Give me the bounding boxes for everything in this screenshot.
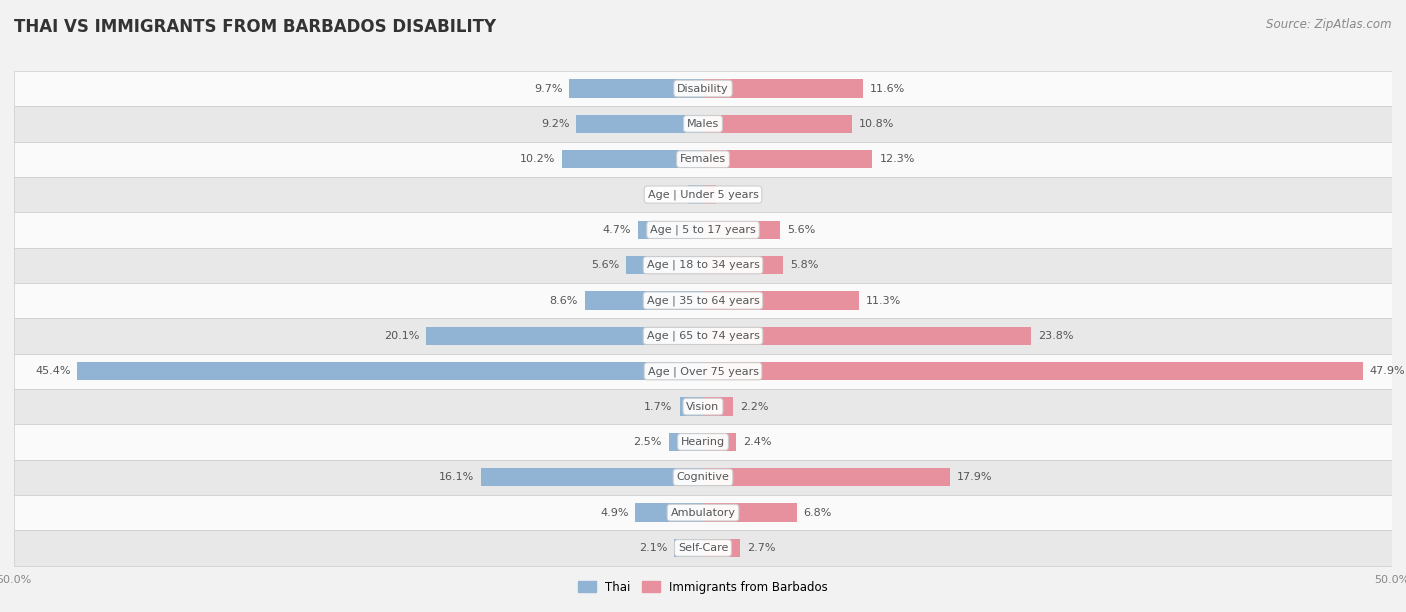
Text: 2.5%: 2.5% [633,437,662,447]
FancyBboxPatch shape [14,424,1392,460]
Bar [569,80,703,98]
Text: 5.6%: 5.6% [787,225,815,235]
Text: Source: ZipAtlas.com: Source: ZipAtlas.com [1267,18,1392,31]
Bar [703,539,740,557]
Text: Males: Males [688,119,718,129]
Bar [688,185,703,204]
FancyBboxPatch shape [14,354,1392,389]
Text: 9.2%: 9.2% [541,119,569,129]
Text: Age | 5 to 17 years: Age | 5 to 17 years [650,225,756,235]
Text: Age | Under 5 years: Age | Under 5 years [648,189,758,200]
Bar [703,221,780,239]
Text: 4.9%: 4.9% [600,507,628,518]
Text: Age | Over 75 years: Age | Over 75 years [648,366,758,376]
Text: 2.7%: 2.7% [747,543,776,553]
Text: Age | 65 to 74 years: Age | 65 to 74 years [647,330,759,341]
Text: 16.1%: 16.1% [439,472,474,482]
Text: 1.1%: 1.1% [652,190,681,200]
Bar [703,468,949,487]
Text: Age | 18 to 34 years: Age | 18 to 34 years [647,260,759,271]
FancyBboxPatch shape [14,530,1392,565]
Bar [626,256,703,274]
Bar [703,362,1362,381]
Bar [703,504,797,522]
Bar [481,468,703,487]
Text: 17.9%: 17.9% [956,472,993,482]
Text: 2.2%: 2.2% [740,401,769,412]
Text: 20.1%: 20.1% [384,331,419,341]
Bar [426,327,703,345]
Bar [703,185,717,204]
Text: 9.7%: 9.7% [534,83,562,94]
Bar [669,433,703,451]
Text: Cognitive: Cognitive [676,472,730,482]
Bar [703,114,852,133]
Text: 2.1%: 2.1% [638,543,668,553]
Text: Ambulatory: Ambulatory [671,507,735,518]
Text: Hearing: Hearing [681,437,725,447]
Bar [636,504,703,522]
Text: 1.7%: 1.7% [644,401,672,412]
Text: THAI VS IMMIGRANTS FROM BARBADOS DISABILITY: THAI VS IMMIGRANTS FROM BARBADOS DISABIL… [14,18,496,36]
Bar [562,150,703,168]
FancyBboxPatch shape [14,141,1392,177]
FancyBboxPatch shape [14,318,1392,354]
Text: 45.4%: 45.4% [35,366,70,376]
Text: 5.6%: 5.6% [591,260,619,271]
Bar [703,433,737,451]
Bar [703,256,783,274]
Text: 6.8%: 6.8% [804,507,832,518]
Bar [703,327,1031,345]
Text: Self-Care: Self-Care [678,543,728,553]
Text: 11.6%: 11.6% [870,83,905,94]
Bar [673,539,703,557]
Bar [679,397,703,416]
Bar [703,150,873,168]
Bar [77,362,703,381]
FancyBboxPatch shape [14,283,1392,318]
Bar [638,221,703,239]
Text: 12.3%: 12.3% [879,154,915,164]
FancyBboxPatch shape [14,212,1392,248]
Text: Vision: Vision [686,401,720,412]
Text: 23.8%: 23.8% [1038,331,1073,341]
Bar [703,291,859,310]
FancyBboxPatch shape [14,460,1392,495]
Text: 8.6%: 8.6% [550,296,578,305]
Text: 10.2%: 10.2% [520,154,555,164]
FancyBboxPatch shape [14,106,1392,141]
FancyBboxPatch shape [14,389,1392,424]
Bar [585,291,703,310]
Text: Females: Females [681,154,725,164]
FancyBboxPatch shape [14,248,1392,283]
Text: 4.7%: 4.7% [603,225,631,235]
Bar [703,397,734,416]
Text: Age | 35 to 64 years: Age | 35 to 64 years [647,296,759,306]
Text: Disability: Disability [678,83,728,94]
Text: 10.8%: 10.8% [859,119,894,129]
Text: 0.97%: 0.97% [723,190,759,200]
Text: 5.8%: 5.8% [790,260,818,271]
Text: 2.4%: 2.4% [742,437,772,447]
FancyBboxPatch shape [14,177,1392,212]
Legend: Thai, Immigrants from Barbados: Thai, Immigrants from Barbados [574,576,832,599]
Bar [576,114,703,133]
FancyBboxPatch shape [14,71,1392,106]
Text: 47.9%: 47.9% [1369,366,1406,376]
Bar [703,80,863,98]
Text: 11.3%: 11.3% [866,296,901,305]
FancyBboxPatch shape [14,495,1392,530]
